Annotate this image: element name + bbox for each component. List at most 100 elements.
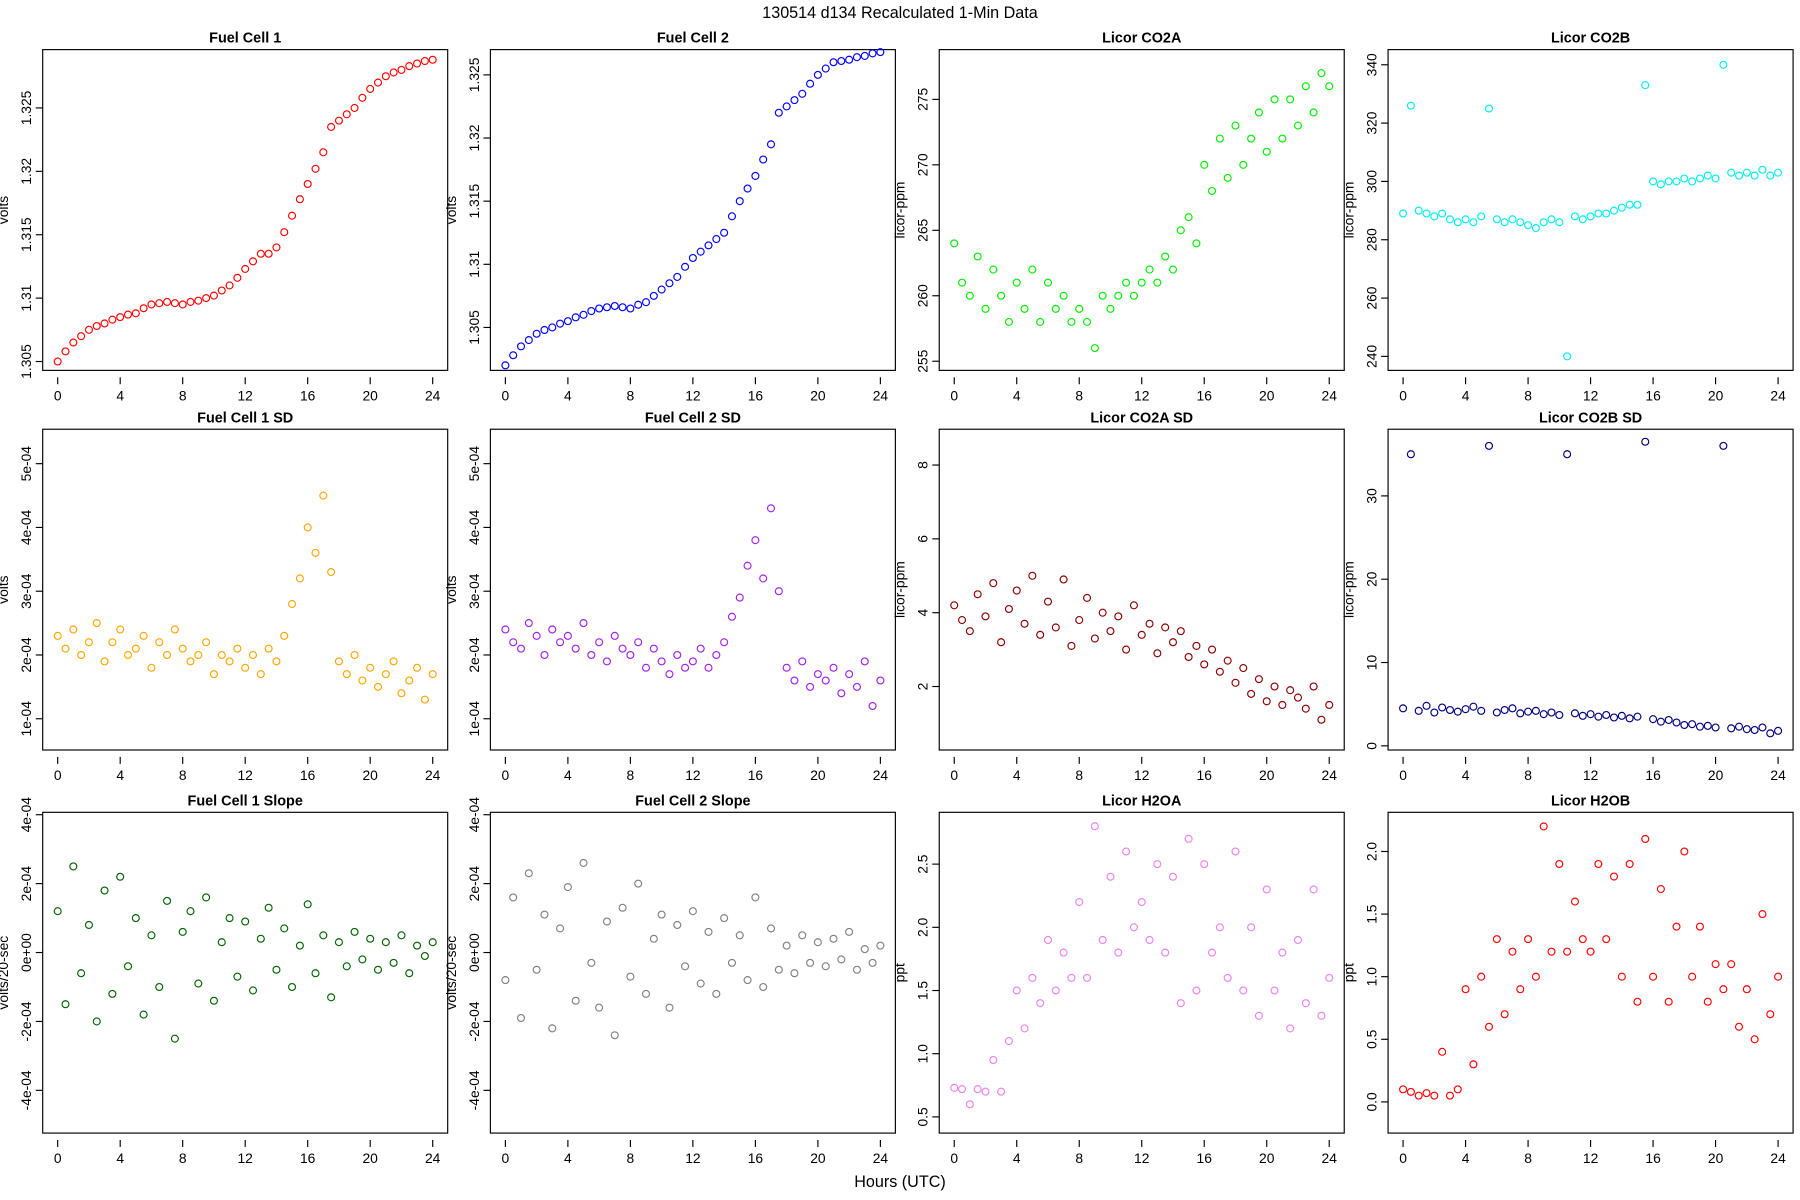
data-point: [131, 309, 140, 318]
data-point: [673, 272, 682, 281]
data-point: [1758, 723, 1767, 732]
data-point: [1223, 173, 1232, 182]
panel-title: Licor CO2A: [1102, 31, 1182, 47]
data-point: [1438, 703, 1447, 712]
data-point: [1727, 724, 1736, 733]
data-point: [634, 300, 643, 309]
y-tick-label: 300: [1364, 170, 1380, 193]
data-point: [735, 197, 744, 206]
x-tick-label: 4: [1013, 1150, 1021, 1166]
data-point: [1414, 1091, 1423, 1100]
x-tick-label: 24: [1322, 767, 1338, 783]
y-axis-label: ppt: [892, 963, 908, 982]
data-point: [1625, 200, 1634, 209]
data-point: [1578, 215, 1587, 224]
data-point: [782, 102, 791, 111]
data-point: [548, 323, 557, 332]
data-point: [1239, 664, 1248, 673]
y-tick-label: 4e-04: [18, 509, 34, 545]
data-point: [1137, 630, 1146, 639]
x-tick-label: 16: [300, 767, 316, 783]
y-tick-label: 5e-04: [466, 446, 482, 482]
data-point: [139, 304, 148, 313]
panel-title: Licor H2OA: [1102, 793, 1182, 809]
data-point: [225, 281, 234, 290]
x-tick-label: 4: [1462, 767, 1470, 783]
data-point: [1317, 715, 1326, 724]
data-point: [1293, 935, 1303, 944]
x-tick-label: 12: [1134, 387, 1149, 403]
data-point: [1609, 872, 1619, 881]
data-point: [516, 1013, 526, 1023]
data-point: [1067, 317, 1076, 326]
data-point: [1200, 860, 1209, 869]
data-point: [1438, 209, 1447, 218]
data-point: [1098, 291, 1107, 300]
data-point: [1168, 638, 1178, 647]
data-point: [845, 55, 854, 64]
data-point: [1555, 710, 1564, 720]
data-point: [1570, 212, 1579, 221]
data-point: [116, 625, 125, 634]
data-point: [358, 676, 367, 685]
y-tick-label: 2.0: [915, 917, 931, 937]
y-tick-label: 8: [915, 461, 931, 469]
data-point: [587, 306, 596, 316]
data-point: [845, 927, 854, 936]
data-point: [358, 93, 367, 102]
data-point: [334, 116, 343, 125]
data-point: [1036, 317, 1045, 326]
data-point: [1004, 1037, 1013, 1046]
data-point: [634, 879, 643, 888]
data-point: [610, 631, 619, 640]
x-tick-label: 0: [1399, 387, 1407, 403]
data-point: [704, 663, 713, 672]
data-point: [108, 638, 117, 647]
data-point: [295, 574, 304, 583]
data-point: [1688, 972, 1697, 981]
data-point: [997, 1087, 1006, 1096]
y-tick-label: 4e-04: [466, 797, 482, 833]
data-point: [1106, 872, 1115, 881]
data-point: [1672, 922, 1681, 931]
y-tick-label: 1.325: [466, 57, 482, 92]
data-point: [342, 962, 351, 971]
data-point: [303, 179, 312, 189]
panel-title: Fuel Cell 1 SD: [197, 410, 293, 426]
y-axis-label: volts/20-sec: [443, 936, 459, 1010]
y-tick-label: 4: [915, 609, 931, 617]
data-point: [1531, 706, 1540, 715]
y-tick-label: 275: [915, 88, 931, 111]
data-point: [334, 657, 343, 666]
data-point: [1774, 726, 1783, 735]
data-point: [1106, 627, 1115, 636]
data-point: [681, 262, 690, 271]
data-point: [264, 644, 273, 653]
data-point: [501, 625, 510, 634]
data-point: [876, 941, 885, 950]
data-point: [1453, 218, 1462, 227]
data-point: [420, 56, 429, 66]
data-point: [225, 914, 234, 923]
data-point: [1059, 291, 1068, 300]
data-point: [1200, 160, 1209, 169]
x-tick-label: 16: [1197, 767, 1213, 783]
x-tick-label: 20: [810, 1150, 826, 1166]
y-tick-label: 2.0: [1364, 842, 1380, 862]
data-point: [548, 625, 557, 634]
data-point: [327, 568, 336, 577]
data-point: [782, 663, 791, 672]
data-point: [1641, 81, 1650, 90]
data-point: [1012, 586, 1021, 595]
data-point: [626, 650, 635, 660]
data-point: [1469, 702, 1478, 711]
data-point: [1430, 708, 1439, 717]
data-point: [595, 304, 604, 313]
data-point: [1083, 593, 1092, 602]
data-point: [61, 644, 70, 653]
x-tick-label: 16: [1645, 387, 1661, 403]
data-point: [1161, 623, 1170, 632]
data-point: [155, 982, 164, 992]
data-point: [61, 1000, 70, 1009]
data-point: [1051, 623, 1060, 632]
